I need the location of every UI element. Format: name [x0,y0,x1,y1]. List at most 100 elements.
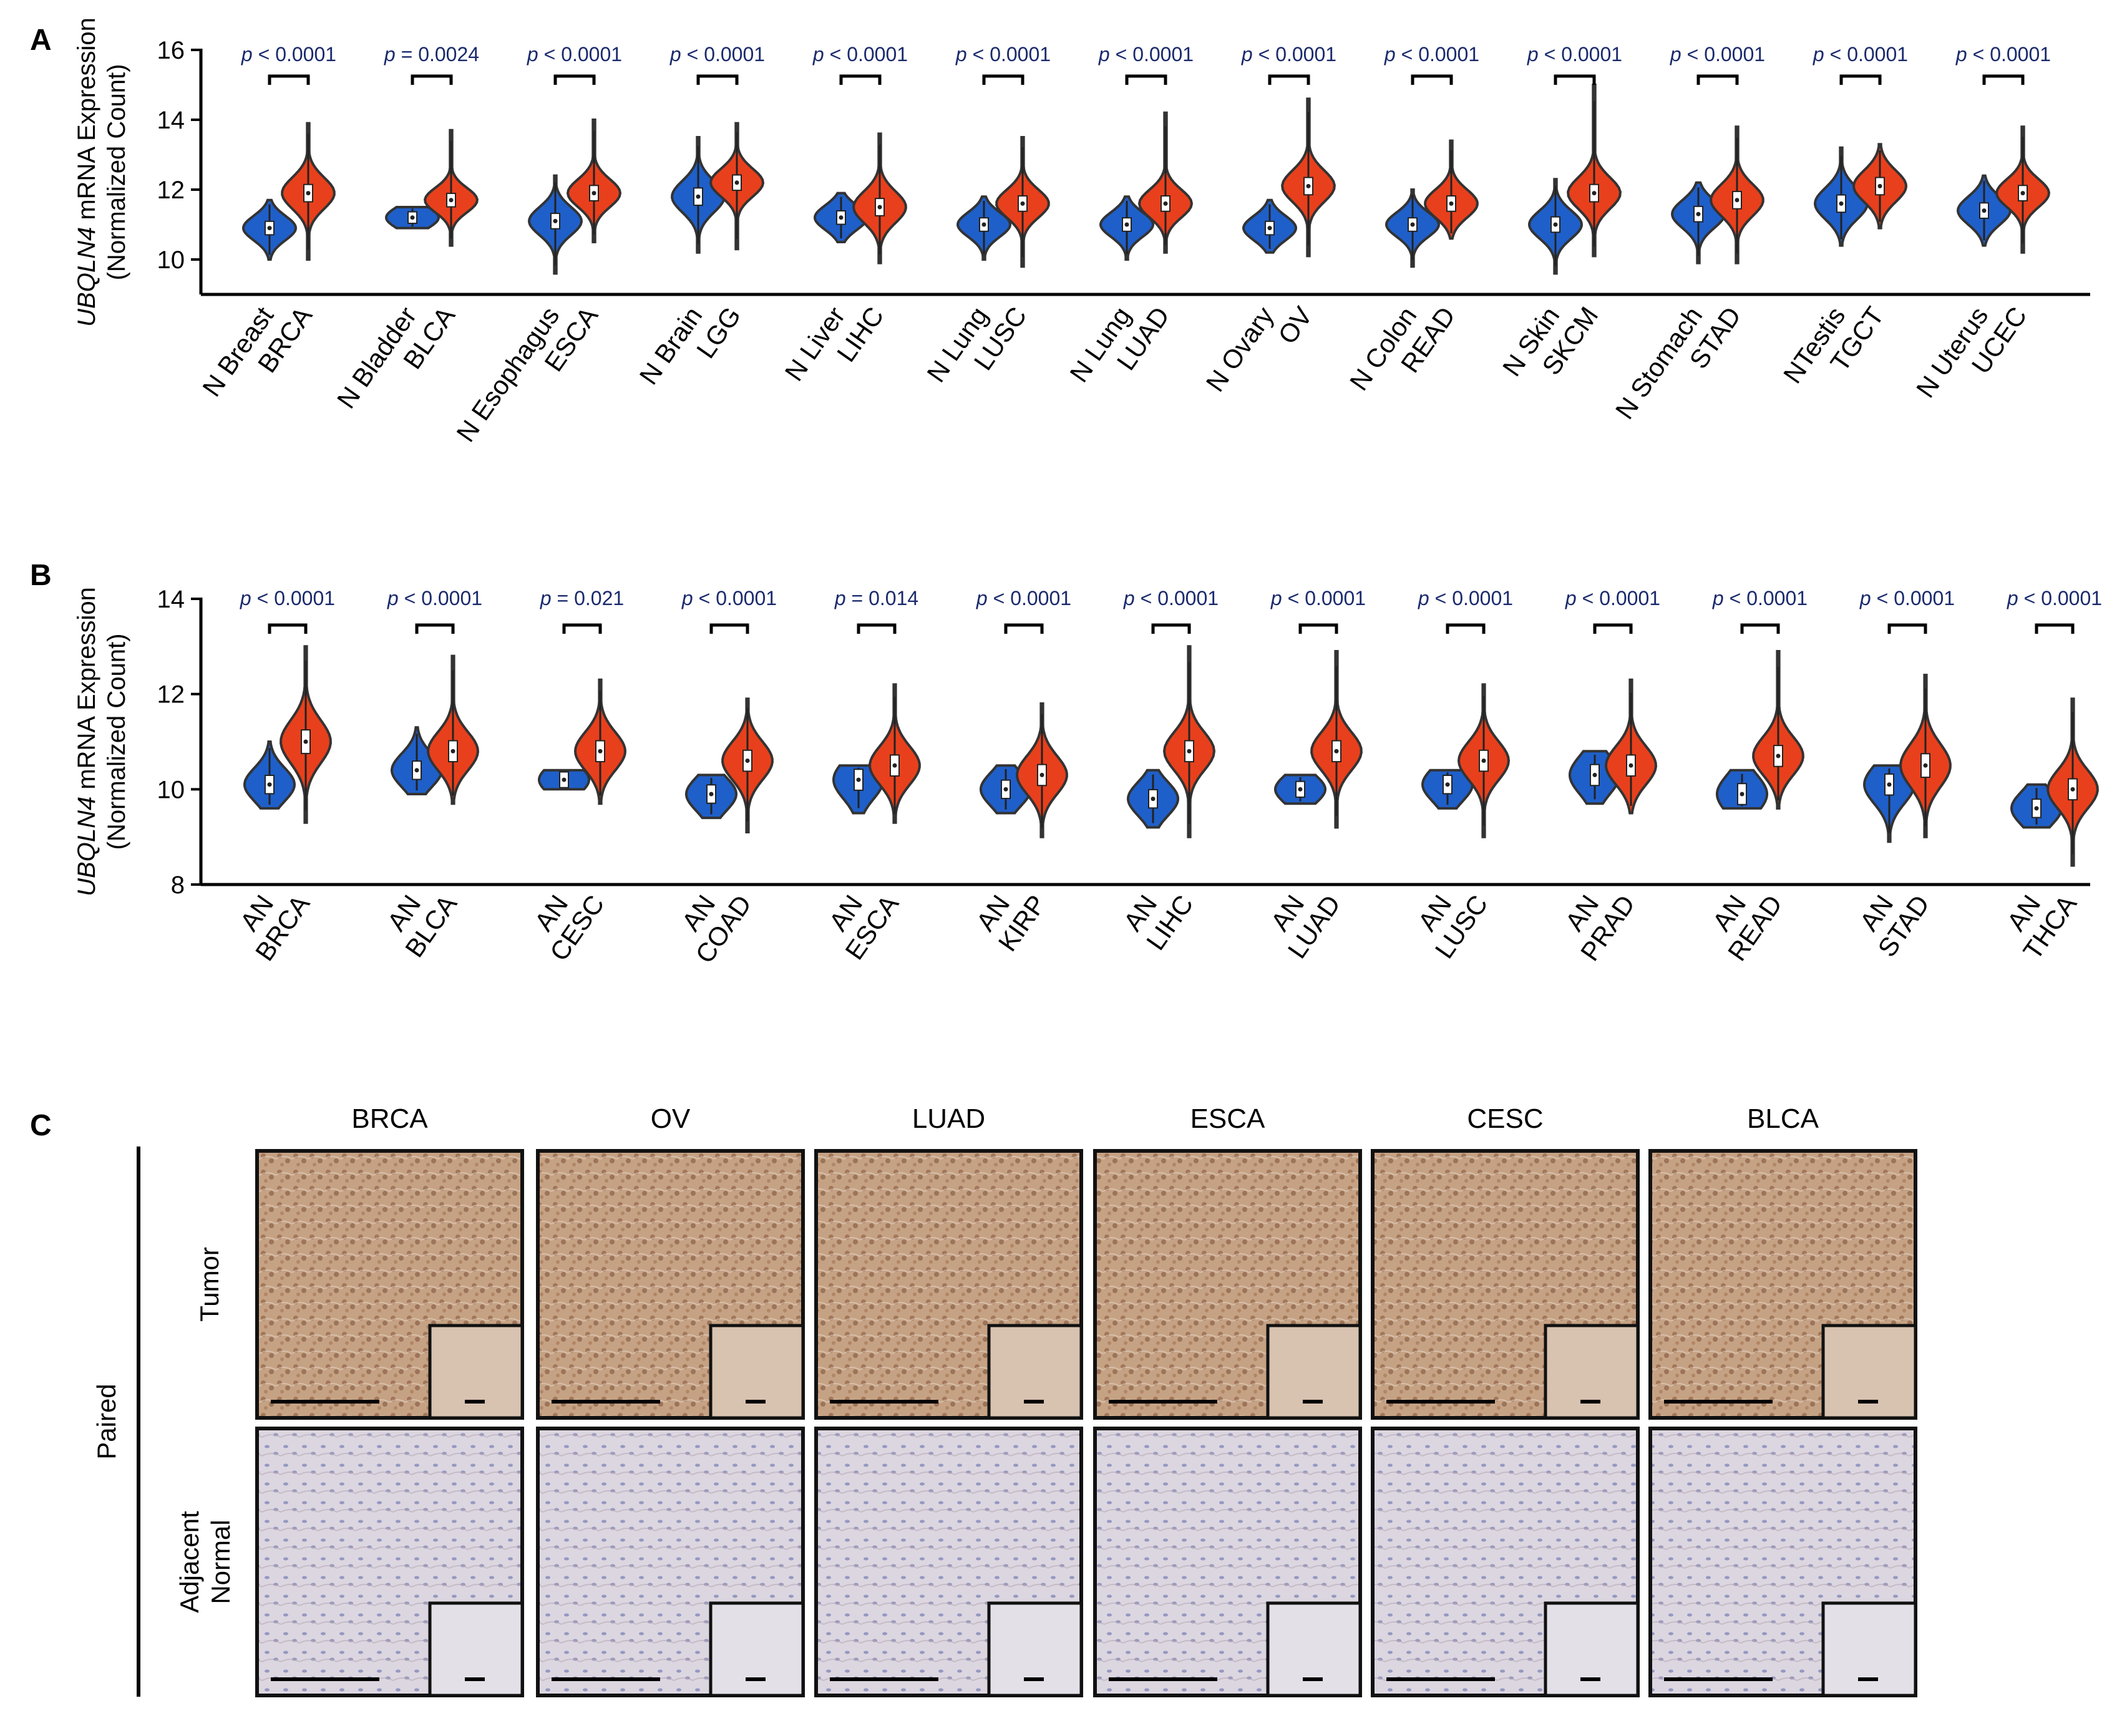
y-tick-label: 10 [157,776,185,803]
median-tumor [892,763,897,768]
p-value-label: p < 0.0001 [1384,43,1479,65]
p-value-text: < 0.0001 [681,43,765,65]
significance-bracket [1298,623,1338,634]
p-symbol: p [669,43,681,65]
significance-bracket [1446,623,1486,634]
median-tumor [1923,763,1928,768]
y-tick-label: 14 [157,586,185,613]
p-symbol: p [1098,43,1110,65]
ihc-tumor-image [814,1149,1083,1420]
p-value-label: p < 0.0001 [1955,43,2051,65]
p-value-label: p < 0.0001 [241,43,336,65]
chart-a: 10 12 14 16 UBQLN4 mRNA Expression (Normalize… [73,17,2090,447]
p-value-text: < 0.0001 [1135,587,1219,609]
significance-bracket [411,74,453,85]
median-tumor [450,749,455,754]
y-axis-label-line2: (Normalized Count) [103,634,130,850]
median-normal [981,222,986,227]
p-value-label: p < 0.0001 [1813,43,1908,65]
p-value-text: < 0.0001 [1396,43,1479,65]
ihc-column-title: ESCA [1190,1103,1265,1134]
ihc-panel: BRCA OV LUAD ESCA CESC BLCA Tumor Adjacent Norma… [92,1103,1917,1697]
panel-letter-b: B [30,559,52,592]
p-value-text: < 0.0001 [1577,587,1660,609]
p-value-text: = 0.0024 [396,43,479,65]
median-tumor [1592,191,1597,196]
p-value-text: < 0.0001 [693,587,777,609]
p-value-text: < 0.0001 [253,43,336,65]
p-value-label: p < 0.0001 [955,43,1051,65]
p-value-text: < 0.0001 [1282,587,1366,609]
p-symbol: p [1270,587,1282,609]
median-normal [1740,792,1745,797]
p-value-text: < 0.0001 [2018,587,2102,609]
significance-bracket [1982,74,2025,85]
p-value-text: < 0.0001 [538,43,622,65]
p-value-label: p < 0.0001 [387,587,482,609]
p-value-text: = 0.014 [846,587,919,609]
x-label-normal: N Ovary [1200,301,1280,397]
median-tumor [1163,201,1168,206]
p-value-text: < 0.0001 [1681,43,1765,65]
p-symbol: p [955,43,967,65]
p-value-text: < 0.0001 [1429,587,1513,609]
ihc-inset [1266,1324,1362,1420]
p-symbol: p [2007,587,2018,609]
row-label-adjacent: Adjacent [175,1511,204,1613]
y-axis-label-text: mRNA Expression [73,17,100,227]
p-symbol: p [1670,43,1681,65]
p-value-label: p = 0.014 [834,587,918,609]
paired-label: Paired [92,1384,121,1459]
p-value-text: = 0.021 [552,587,625,609]
p-value-text: < 0.0001 [1110,43,1194,65]
panel-letter-c: C [30,1109,52,1142]
ihc-normal-image [1093,1427,1362,1697]
median-normal [267,226,272,231]
p-symbol: p [1527,43,1539,65]
median-tumor [1877,183,1882,188]
ihc-inset [1266,1601,1362,1697]
median-normal [1003,787,1008,792]
y-axis-label: UBQLN4 mRNA Expression [73,587,100,896]
median-tumor [449,198,454,203]
median-normal [562,777,567,782]
median-tumor [1020,201,1025,206]
p-value-text: < 0.0001 [1724,587,1808,609]
y-axis-label-text: mRNA Expression [73,587,100,797]
y-axis-label: UBQLN4 mRNA Expression [73,17,100,327]
median-normal [709,792,714,797]
median-normal [1151,797,1156,802]
p-value-text: < 0.0001 [1539,43,1622,65]
median-tumor [1481,759,1486,764]
ihc-column-title: BRCA [351,1103,428,1134]
median-normal [1696,211,1701,216]
significance-bracket [1839,74,1882,85]
p-value-label: p < 0.0001 [681,587,777,609]
p-symbol: p [1384,43,1396,65]
significance-bracket [562,623,602,634]
ihc-inset [1544,1324,1640,1420]
x-label-tumor: OV [1272,301,1318,349]
p-value-text: < 0.0001 [1871,587,1955,609]
p-value-text: < 0.0001 [1967,43,2051,65]
p-value-label: p < 0.0001 [812,43,908,65]
p-value-label: p < 0.0001 [527,43,622,65]
ihc-normal-image [1371,1427,1640,1697]
median-tumor [1039,772,1044,777]
y-tick-label: 14 [157,107,185,134]
ihc-column-title: LUAD [912,1103,985,1134]
ihc-normal-image [536,1427,805,1697]
median-normal [1553,222,1558,227]
p-value-label: p = 0.0024 [384,43,479,65]
ihc-inset [1821,1601,1917,1697]
significance-bracket [1411,74,1453,85]
